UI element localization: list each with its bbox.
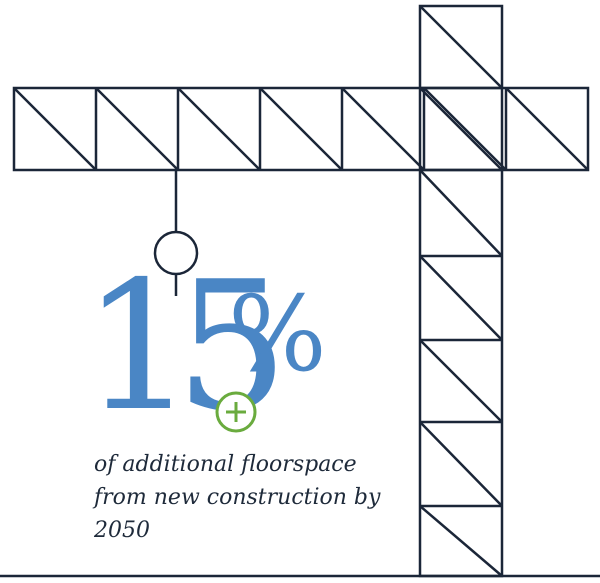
- jib-brace: [95, 87, 179, 171]
- mast-frame: [418, 4, 504, 578]
- mast-brace: [419, 169, 503, 257]
- mast-brace: [419, 505, 503, 577]
- jib-frame: [12, 86, 590, 172]
- crane-mast: [418, 4, 504, 578]
- plus-circle-icon: [215, 391, 257, 433]
- jib-brace: [13, 87, 97, 171]
- stat-unit: %: [228, 273, 327, 395]
- mast-brace: [419, 255, 503, 341]
- mast-brace: [419, 339, 503, 423]
- stat-caption: of additional floorspace from new constr…: [94, 452, 381, 543]
- jib-brace: [341, 87, 425, 171]
- jib-brace: [423, 87, 507, 171]
- mast-brace: [419, 5, 503, 89]
- jib-brace: [177, 87, 261, 171]
- mast-brace: [419, 87, 503, 171]
- jib-brace: [505, 87, 589, 171]
- mast-brace: [419, 421, 503, 507]
- crane-jib: [12, 86, 590, 172]
- jib-brace: [259, 87, 343, 171]
